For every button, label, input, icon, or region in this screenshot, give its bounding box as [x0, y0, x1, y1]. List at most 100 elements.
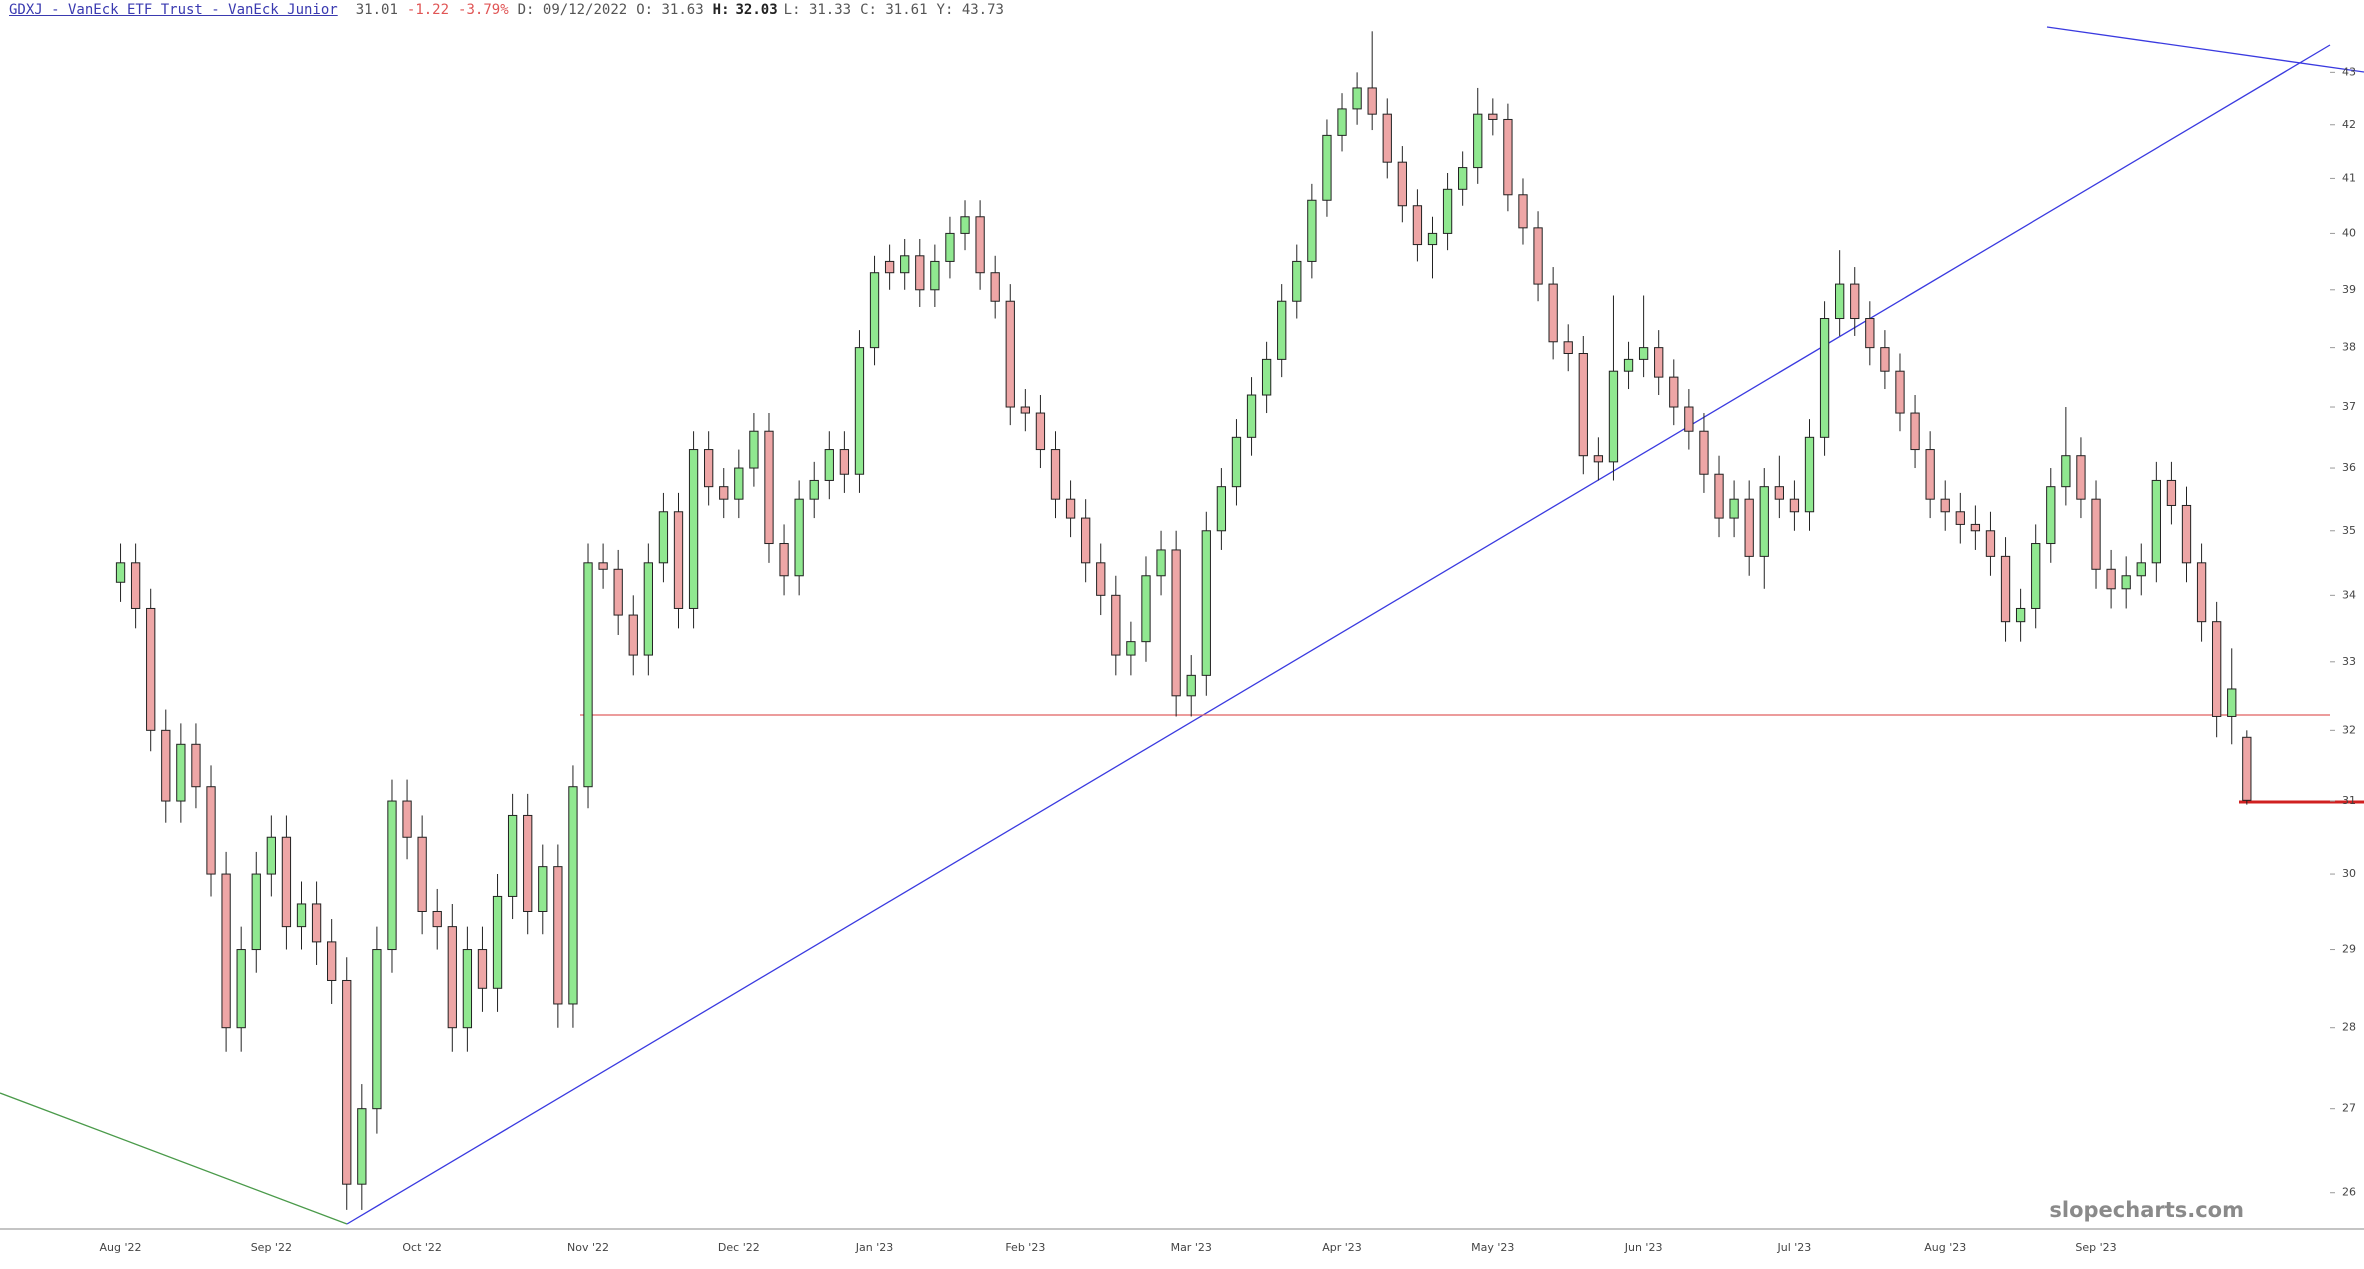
candle-body [1096, 562, 1106, 596]
y-tick-label: 26 [2342, 1186, 2356, 1199]
candle-body [1789, 498, 1800, 513]
candle-body [945, 232, 955, 262]
candle-body [1050, 449, 1061, 500]
x-tick-label: Jun '23 [1624, 1241, 1663, 1254]
candle-body [598, 562, 608, 570]
candle-body [2242, 736, 2252, 801]
candle-body [2031, 543, 2041, 609]
x-tick-label: Apr '23 [1322, 1241, 1362, 1254]
quote-header: GDXJ - VanEck ETF Trust - VanEck Junior 3… [9, 2, 1013, 18]
y-tick-label: 38 [2342, 341, 2356, 354]
candle-body [1638, 347, 1649, 360]
candle-body [1442, 188, 1453, 234]
y-tick-label: 33 [2342, 655, 2356, 668]
candle-body [1427, 232, 1438, 246]
candle-body [884, 260, 895, 274]
candle-body [402, 800, 412, 838]
candle-body [1548, 283, 1558, 343]
candle-body [1759, 486, 1769, 557]
candle-body [1925, 449, 1935, 500]
trendline [346, 44, 2331, 1225]
candle-body [1774, 486, 1784, 500]
symbol-title[interactable]: GDXJ - VanEck ETF Trust - VanEck Junior [9, 2, 338, 18]
candle-body [1412, 205, 1423, 246]
close: C: 31.61 [860, 2, 928, 18]
candle-body [266, 836, 276, 875]
y-tick-label: 31 [2342, 794, 2356, 807]
candle-body [1231, 436, 1242, 488]
candle-body [1699, 430, 1709, 475]
x-tick-label: Jul '23 [1777, 1241, 1812, 1254]
candle-body [146, 607, 156, 731]
candle-body [854, 347, 865, 475]
change: -1.22 [406, 2, 450, 18]
x-tick-label: Nov '22 [567, 1241, 609, 1254]
candle-body [342, 979, 352, 1185]
candle-body [447, 926, 457, 1029]
candle-body [1880, 347, 1890, 372]
candle-body [492, 895, 503, 989]
y-tick-label: 28 [2342, 1021, 2356, 1034]
y-tick-label: 35 [2342, 524, 2356, 537]
candle-body [1563, 341, 1573, 355]
candle-body [507, 814, 518, 897]
candle-body [658, 511, 669, 564]
candle-body [1895, 370, 1905, 414]
candle-body [1608, 370, 1619, 463]
y-tick-label: 29 [2342, 943, 2356, 956]
y-tick-label: 40 [2342, 226, 2356, 239]
y-tick-label: 42 [2342, 118, 2356, 131]
candle-body [915, 255, 925, 291]
candle-body [311, 903, 322, 943]
candle-body [613, 568, 623, 616]
candle-body [2166, 479, 2177, 506]
candle-body [1201, 530, 1211, 676]
candle-body [1623, 358, 1634, 372]
candle-body [251, 873, 261, 951]
candle-body [2106, 568, 2116, 590]
candle-body [1488, 113, 1498, 120]
candle-body [1261, 358, 1272, 396]
candle-body [1850, 283, 1860, 320]
candle-body [2196, 562, 2207, 623]
candle-body [960, 216, 970, 234]
candle-body [824, 449, 834, 481]
candle-body [2227, 688, 2237, 717]
y-tick-label: 27 [2342, 1102, 2356, 1115]
y-tick-label: 32 [2342, 723, 2356, 736]
candle-body [1910, 412, 1920, 451]
candle-body [372, 949, 382, 1110]
candle-body [975, 216, 985, 274]
candle-body [1005, 300, 1015, 408]
open: O: 31.63 [636, 2, 704, 18]
x-tick-label: Sep '22 [251, 1241, 292, 1254]
candle-body [1141, 575, 1151, 643]
candle-body [1865, 318, 1875, 349]
candle-body [2000, 555, 2011, 623]
candle-body [2121, 575, 2131, 590]
candle-body [2046, 486, 2056, 545]
y-tick-label: 34 [2342, 588, 2356, 601]
candle-body [1081, 517, 1091, 564]
candle-body [1337, 108, 1347, 136]
high-label: H: [712, 2, 730, 18]
candle-body [130, 562, 141, 609]
change-pct: -3.79% [458, 2, 509, 18]
y-value: Y: 43.73 [936, 2, 1004, 18]
candle-body [1367, 87, 1377, 115]
candle-body [523, 814, 533, 912]
candle-body [206, 786, 216, 875]
candle-body [1669, 376, 1679, 408]
x-tick-label: Sep '23 [2075, 1241, 2116, 1254]
candle-body [2015, 607, 2026, 623]
candle-body [2212, 621, 2222, 717]
x-tick-label: Mar '23 [1171, 1241, 1212, 1254]
candle-body [764, 430, 774, 545]
candle-body [1744, 498, 1754, 557]
candle-body [809, 479, 819, 500]
candle-body [1322, 134, 1332, 201]
candle-body [1292, 260, 1302, 302]
y-tick-label: 36 [2342, 461, 2356, 474]
